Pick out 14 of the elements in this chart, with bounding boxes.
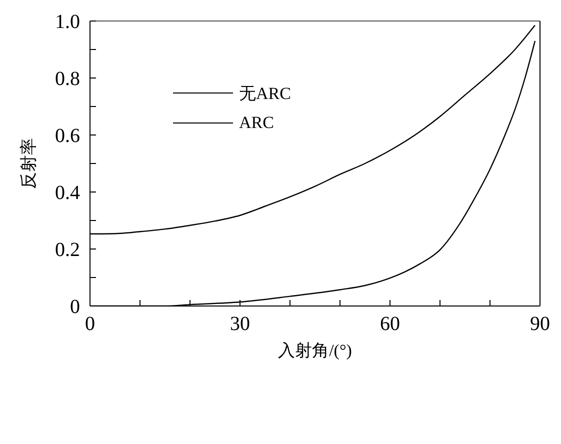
y-tick-label: 0 — [70, 296, 80, 318]
x-tick-label: 60 — [380, 313, 400, 336]
x-tick-label: 30 — [230, 313, 250, 336]
y-tick-label: 1.0 — [55, 11, 80, 34]
legend-label: ARC — [239, 113, 274, 133]
x-tick-label: 0 — [85, 313, 95, 336]
y-tick-label: 0.8 — [55, 68, 80, 90]
y-tick-label: 0.6 — [55, 125, 80, 148]
x-tick-label: 90 — [530, 313, 550, 336]
x-axis-title: 入射角/(°) — [278, 341, 352, 360]
y-tick-label: 0.2 — [55, 239, 80, 262]
y-tick-label: 0.4 — [55, 182, 80, 204]
legend-label: 无ARC — [239, 82, 291, 104]
y-axis-title: 反射率 — [19, 138, 38, 189]
